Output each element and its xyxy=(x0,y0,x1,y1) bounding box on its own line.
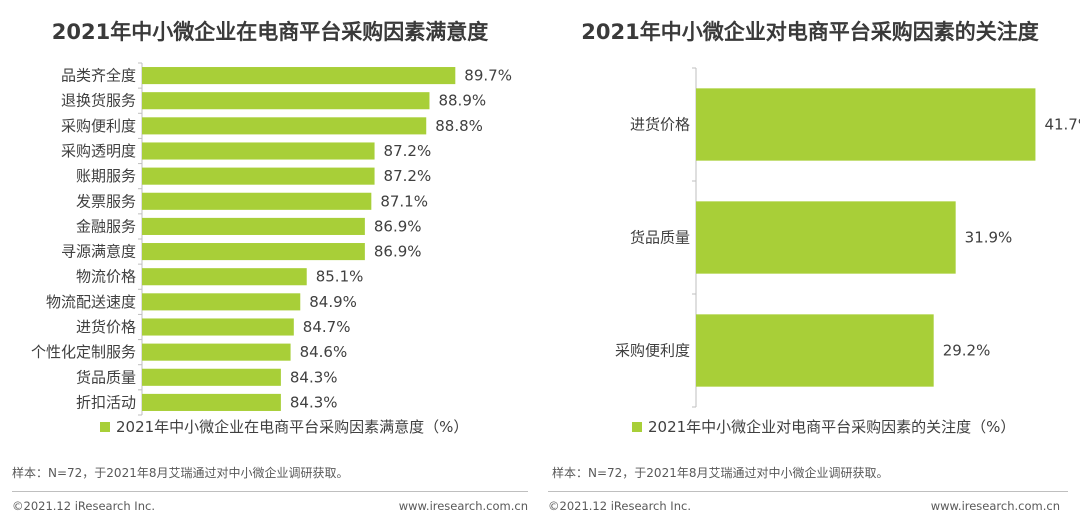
value-label: 88.8% xyxy=(435,117,483,135)
attention-chart: 进货价格 41.7% 货品质量 31.9% 采购便利度 29.2% xyxy=(615,67,1080,408)
category-label: 采购便利度 xyxy=(61,117,136,135)
sample-note: 样本：N=72，于2021年8月艾瑞通过对中小微企业调研获取。 xyxy=(12,466,349,480)
category-label: 个性化定制服务 xyxy=(31,343,136,361)
bar-折扣活动 xyxy=(142,393,281,411)
category-label: 物流配送速度 xyxy=(46,293,136,311)
value-label: 86.9% xyxy=(374,243,422,261)
bar-账期服务 xyxy=(142,167,375,185)
bar-货品质量 xyxy=(696,201,956,274)
bar-物流配送速度 xyxy=(142,293,301,311)
chart-title: 2021年中小微企业在电商平台采购因素满意度 xyxy=(51,20,489,44)
bar-金融服务 xyxy=(142,217,365,235)
category-label: 寻源满意度 xyxy=(61,243,136,261)
legend-swatch xyxy=(632,421,642,432)
bar-品类齐全度 xyxy=(142,67,456,85)
chart-legend: 2021年中小微企业对电商平台采购因素的关注度（%） xyxy=(632,416,1015,437)
value-label: 89.7% xyxy=(464,67,512,85)
value-label: 85.1% xyxy=(316,268,364,286)
value-label: 87.2% xyxy=(384,167,432,185)
category-label: 货品质量 xyxy=(76,368,136,386)
category-label: 账期服务 xyxy=(76,167,136,185)
value-label: 87.2% xyxy=(384,142,432,160)
category-label: 采购透明度 xyxy=(61,142,136,160)
bar-采购透明度 xyxy=(142,142,375,160)
bar-采购便利度 xyxy=(696,314,934,387)
category-label: 折扣活动 xyxy=(76,393,136,411)
chart-title: 2021年中小微企业对电商平台采购因素的关注度 xyxy=(581,20,1039,44)
legend-label: 2021年中小微企业在电商平台采购因素满意度（%） xyxy=(116,418,469,436)
bar-货品质量 xyxy=(142,368,281,386)
footer-divider xyxy=(548,491,1068,492)
website-link[interactable]: www.iresearch.com.cn xyxy=(930,499,1060,513)
bar-退换货服务 xyxy=(142,92,430,110)
footer-divider xyxy=(12,491,528,492)
bar-寻源满意度 xyxy=(142,243,365,261)
value-label: 84.3% xyxy=(290,393,338,411)
category-label: 金融服务 xyxy=(76,217,136,235)
copyright-text: ©2021.12 iResearch Inc. xyxy=(12,499,155,513)
value-label: 84.7% xyxy=(303,318,351,336)
category-label: 进货价格 xyxy=(630,116,690,134)
satisfaction-panel: 2021年中小微企业在电商平台采购因素满意度 品类齐全度 89.7% 退换货服务 88… xyxy=(12,20,528,513)
category-label: 品类齐全度 xyxy=(61,67,136,85)
value-label: 86.9% xyxy=(374,217,422,235)
website-link[interactable]: www.iresearch.com.cn xyxy=(398,499,528,513)
category-label: 发票服务 xyxy=(76,192,136,210)
sample-note: 样本：N=72，于2021年8月艾瑞通过对中小微企业调研获取。 xyxy=(552,466,889,480)
bar-个性化定制服务 xyxy=(142,343,291,361)
bar-物流价格 xyxy=(142,268,307,286)
satisfaction-chart: 品类齐全度 89.7% 退换货服务 88.9% 采购便利度 88.8% 采购透明度 87.2%… xyxy=(31,62,512,416)
value-label: 29.2% xyxy=(943,342,991,360)
value-label: 87.1% xyxy=(380,192,428,210)
category-label: 进货价格 xyxy=(76,318,136,336)
value-label: 31.9% xyxy=(965,229,1013,247)
value-label: 88.9% xyxy=(438,92,486,110)
legend-swatch xyxy=(100,421,110,432)
category-label: 退换货服务 xyxy=(61,92,136,110)
bar-采购便利度 xyxy=(142,117,427,135)
bar-进货价格 xyxy=(696,88,1036,161)
bar-进货价格 xyxy=(142,318,294,336)
copyright-text: ©2021.12 iResearch Inc. xyxy=(548,499,691,513)
category-label: 采购便利度 xyxy=(615,342,690,360)
attention-panel: 2021年中小微企业对电商平台采购因素的关注度 进货价格 41.7% 货品质量 31.… xyxy=(540,0,1080,527)
value-label: 84.9% xyxy=(309,293,357,311)
category-label: 物流价格 xyxy=(76,268,136,286)
value-label: 41.7% xyxy=(1044,116,1080,134)
category-label: 货品质量 xyxy=(630,229,690,247)
value-label: 84.3% xyxy=(290,368,338,386)
chart-legend: 2021年中小微企业在电商平台采购因素满意度（%） xyxy=(100,416,468,437)
legend-label: 2021年中小微企业对电商平台采购因素的关注度（%） xyxy=(648,418,1016,436)
bar-发票服务 xyxy=(142,192,372,210)
value-label: 84.6% xyxy=(300,343,348,361)
